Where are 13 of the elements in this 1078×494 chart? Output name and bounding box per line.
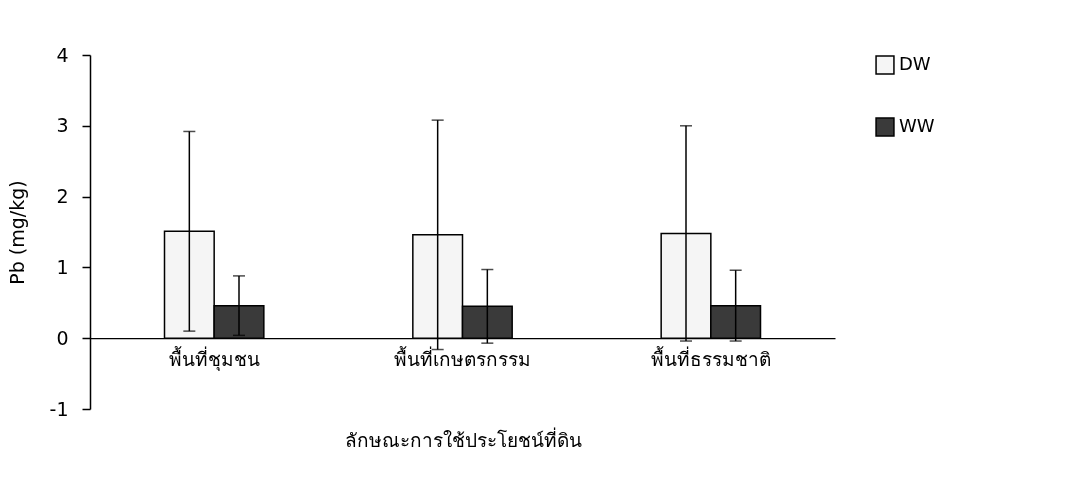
legend-label: WW — [899, 115, 935, 136]
y-axis-title: Pb (mg/kg) — [5, 180, 28, 285]
y-tick-label: 4 — [56, 43, 69, 66]
x-tick-label: พื้นที่เกษตรกรรม — [394, 345, 531, 370]
legend-label: DW — [899, 53, 931, 74]
x-tick-label: พื้นที่ชุมชน — [168, 345, 260, 372]
y-tick-label: -1 — [49, 397, 69, 420]
x-tick-label: พื้นที่ธรรมชาติ — [650, 345, 771, 370]
y-tick-label: 1 — [56, 255, 69, 278]
y-tick-label: 3 — [56, 114, 69, 137]
x-axis-title: ลักษณะการใช้ประโยชน์ที่ดิน — [344, 426, 582, 451]
y-tick-label: 0 — [56, 326, 69, 349]
y-tick-label: 2 — [56, 185, 69, 208]
